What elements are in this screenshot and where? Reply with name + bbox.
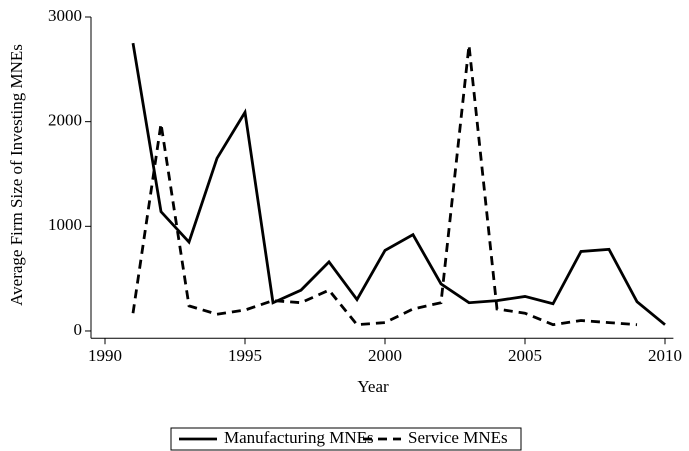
x-tick-label: 1990 (88, 346, 122, 365)
x-tick-label: 1995 (228, 346, 262, 365)
legend-label: Manufacturing MNEs (224, 428, 374, 447)
legend-label: Service MNEs (408, 428, 508, 447)
y-tick-label: 2000 (48, 111, 82, 130)
y-tick-label: 1000 (48, 215, 82, 234)
y-tick-label: 3000 (48, 6, 82, 25)
x-tick-label: 2000 (368, 346, 402, 365)
series-line (131, 45, 638, 327)
y-axis-title: Average Firm Size of Investing MNEs (7, 44, 26, 306)
y-tick-label: 0 (74, 320, 83, 339)
x-axis-title: Year (357, 377, 389, 396)
series-line (131, 42, 666, 326)
x-tick-label: 2010 (648, 346, 682, 365)
legend-box (170, 427, 522, 451)
x-tick-label: 2005 (508, 346, 542, 365)
